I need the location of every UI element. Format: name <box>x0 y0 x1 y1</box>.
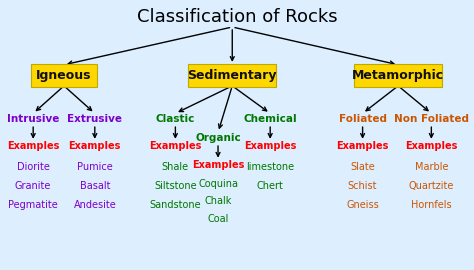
Text: Marble: Marble <box>415 162 448 173</box>
FancyBboxPatch shape <box>31 64 97 87</box>
Text: Quartzite: Quartzite <box>409 181 454 191</box>
Text: Foliated: Foliated <box>338 114 387 124</box>
Text: Coquina: Coquina <box>198 178 238 189</box>
Text: Metamorphic: Metamorphic <box>352 69 444 82</box>
Text: Chert: Chert <box>257 181 283 191</box>
FancyBboxPatch shape <box>188 64 276 87</box>
Text: Slate: Slate <box>350 162 375 173</box>
Text: Shale: Shale <box>162 162 189 173</box>
Text: Sandstone: Sandstone <box>150 200 201 210</box>
Text: Organic: Organic <box>195 133 241 143</box>
Text: Examples: Examples <box>7 141 59 151</box>
Text: Coal: Coal <box>207 214 229 224</box>
Text: Examples: Examples <box>69 141 121 151</box>
Text: Examples: Examples <box>244 141 296 151</box>
Text: Chalk: Chalk <box>204 196 232 206</box>
Text: Andesite: Andesite <box>73 200 116 210</box>
Text: Classification of Rocks: Classification of Rocks <box>137 8 337 26</box>
Text: Extrusive: Extrusive <box>67 114 122 124</box>
Text: Diorite: Diorite <box>17 162 50 173</box>
Text: Schist: Schist <box>348 181 377 191</box>
Text: Sedimentary: Sedimentary <box>188 69 277 82</box>
Text: Chemical: Chemical <box>243 114 297 124</box>
Text: Siltstone: Siltstone <box>154 181 197 191</box>
Text: Hornfels: Hornfels <box>411 200 452 210</box>
Text: Gneiss: Gneiss <box>346 200 379 210</box>
Text: Granite: Granite <box>15 181 51 191</box>
Text: Igneous: Igneous <box>36 69 92 82</box>
Text: Examples: Examples <box>337 141 389 151</box>
Text: Pegmatite: Pegmatite <box>9 200 58 210</box>
Text: Examples: Examples <box>192 160 244 170</box>
Text: Basalt: Basalt <box>80 181 110 191</box>
Text: Intrusive: Intrusive <box>7 114 59 124</box>
Text: Examples: Examples <box>149 141 201 151</box>
Text: Examples: Examples <box>405 141 457 151</box>
Text: Non Foliated: Non Foliated <box>394 114 469 124</box>
FancyBboxPatch shape <box>354 64 442 87</box>
Text: Clastic: Clastic <box>155 114 195 124</box>
Text: Pumice: Pumice <box>77 162 113 173</box>
Text: limestone: limestone <box>246 162 294 173</box>
